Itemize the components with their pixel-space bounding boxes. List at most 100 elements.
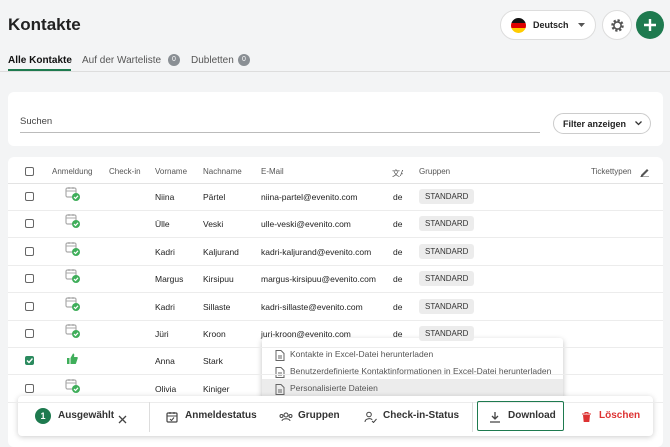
registration-icon-svg bbox=[65, 324, 80, 338]
cell-lang: de bbox=[393, 302, 403, 312]
flag-icon bbox=[511, 18, 526, 33]
clear-selection-svg bbox=[118, 415, 127, 424]
chevron bbox=[635, 121, 642, 126]
action-button[interactable]: Gruppen bbox=[298, 410, 340, 421]
cell-last: Veski bbox=[203, 219, 224, 229]
cell-lang: de bbox=[393, 274, 403, 284]
cell-email: margus-kirsipuu@evenito.com bbox=[261, 274, 376, 284]
action-button[interactable]: Check-in-Status bbox=[383, 410, 460, 421]
menu-item-label: Personalisierte Dateien bbox=[290, 383, 378, 393]
file-icon bbox=[275, 382, 285, 400]
cell-last: Kroon bbox=[203, 329, 226, 339]
registration-icon-svg bbox=[65, 214, 80, 228]
cell-lang: de bbox=[393, 329, 403, 339]
row-checkbox[interactable] bbox=[25, 192, 34, 201]
row-divider bbox=[8, 265, 663, 266]
action-button[interactable]: Löschen bbox=[599, 410, 641, 421]
settings-button[interactable] bbox=[602, 10, 632, 40]
caret bbox=[578, 23, 585, 27]
registration-icon-svg bbox=[65, 242, 80, 256]
action-icon-svg bbox=[166, 412, 178, 423]
cell-first: Anna bbox=[155, 356, 175, 366]
column-header: E-Mail bbox=[261, 167, 284, 176]
menu-item[interactable]: Personalisierte Dateien bbox=[262, 379, 563, 396]
registration-icon-svg bbox=[65, 379, 80, 393]
cell-email: kadri-sillaste@evenito.com bbox=[261, 302, 363, 312]
header-divider bbox=[8, 183, 663, 184]
tab[interactable]: Auf der Warteliste bbox=[82, 55, 162, 66]
column-header: Tickettypen bbox=[591, 167, 632, 176]
row-checkbox[interactable] bbox=[25, 384, 34, 393]
cell-lang: de bbox=[393, 219, 403, 229]
menu-item[interactable]: Kontakte in Excel-Datei herunterladen bbox=[262, 345, 563, 362]
add-button[interactable] bbox=[636, 11, 664, 39]
cell-email: ulle-veski@evenito.com bbox=[261, 219, 351, 229]
menu-item-label: Benutzerdefinierte Kontaktinformationen … bbox=[290, 366, 552, 376]
action-button[interactable]: Download bbox=[508, 410, 556, 421]
select-all-checkbox[interactable] bbox=[25, 167, 34, 176]
edit-columns-icon bbox=[639, 164, 650, 182]
cell-first: Kadri bbox=[155, 247, 175, 257]
tab[interactable]: Dubletten bbox=[191, 55, 234, 66]
tab[interactable]: Alle Kontakte bbox=[8, 55, 72, 66]
group-tag: STANDARD bbox=[419, 244, 475, 259]
svg-text:文A: 文A bbox=[392, 168, 403, 178]
language-select[interactable]: Deutsch bbox=[500, 10, 596, 40]
cell-last: Stark bbox=[203, 356, 223, 366]
page-title: Kontakte bbox=[8, 15, 81, 34]
file-icon-svg bbox=[275, 384, 285, 395]
cell-first: Kadri bbox=[155, 302, 175, 312]
group-tag: STANDARD bbox=[419, 326, 475, 341]
search-underline bbox=[20, 132, 540, 133]
row-checkbox[interactable] bbox=[25, 302, 34, 311]
action-icon bbox=[364, 410, 377, 428]
row-checkbox[interactable] bbox=[25, 247, 34, 256]
registration-icon bbox=[65, 241, 81, 262]
row-checkbox[interactable] bbox=[25, 274, 34, 283]
registration-icon bbox=[65, 296, 81, 317]
registration-icon bbox=[65, 186, 81, 207]
registration-icon bbox=[66, 352, 78, 370]
clear-selection bbox=[118, 411, 127, 429]
download-menu: Kontakte in Excel-Datei herunterladen Ben… bbox=[262, 338, 563, 399]
row-divider bbox=[8, 402, 663, 403]
row-checkbox[interactable] bbox=[25, 329, 34, 338]
action-icon-svg bbox=[490, 412, 500, 423]
language-column-icon: 文A bbox=[392, 166, 406, 184]
menu-item[interactable]: Benutzerdefinierte Kontaktinformationen … bbox=[262, 362, 563, 379]
row-checkbox[interactable] bbox=[25, 356, 34, 365]
plus-icon bbox=[644, 19, 656, 31]
search-card: Suchen Filter anzeigen bbox=[8, 92, 663, 146]
tabs-divider bbox=[0, 71, 670, 72]
action-icon-svg bbox=[582, 412, 591, 422]
cell-last: Kaljurand bbox=[203, 247, 239, 257]
cell-lang: de bbox=[393, 192, 403, 202]
cell-first: Jüri bbox=[155, 329, 169, 339]
filter-button[interactable]: Filter anzeigen bbox=[553, 113, 651, 134]
cell-last: Pärtel bbox=[203, 192, 226, 202]
registration-icon bbox=[65, 378, 81, 399]
row-divider bbox=[8, 374, 663, 375]
tab-indicator bbox=[8, 69, 71, 71]
registration-icon-svg bbox=[67, 353, 78, 364]
file-icon bbox=[275, 348, 285, 366]
column-header: Gruppen bbox=[419, 167, 451, 176]
download-button-border[interactable] bbox=[477, 401, 564, 431]
cell-last: Sillaste bbox=[203, 302, 231, 312]
cell-lang: de bbox=[393, 247, 403, 257]
action-icon bbox=[489, 410, 501, 428]
cell-last: Kirsipuu bbox=[203, 274, 234, 284]
action-icon bbox=[279, 410, 293, 428]
cell-first: Margus bbox=[155, 274, 184, 284]
cell-first: Niina bbox=[155, 192, 175, 202]
group-tag: STANDARD bbox=[419, 216, 475, 231]
action-icon bbox=[166, 410, 178, 428]
language-column-icon-svg: 文A bbox=[392, 168, 406, 178]
group-tag: STANDARD bbox=[419, 189, 475, 204]
group-tag: STANDARD bbox=[419, 271, 475, 286]
search-input[interactable]: Suchen bbox=[20, 116, 53, 127]
file-icon-svg bbox=[275, 367, 285, 378]
row-checkbox[interactable] bbox=[25, 219, 34, 228]
action-button[interactable]: Anmeldestatus bbox=[185, 410, 257, 421]
